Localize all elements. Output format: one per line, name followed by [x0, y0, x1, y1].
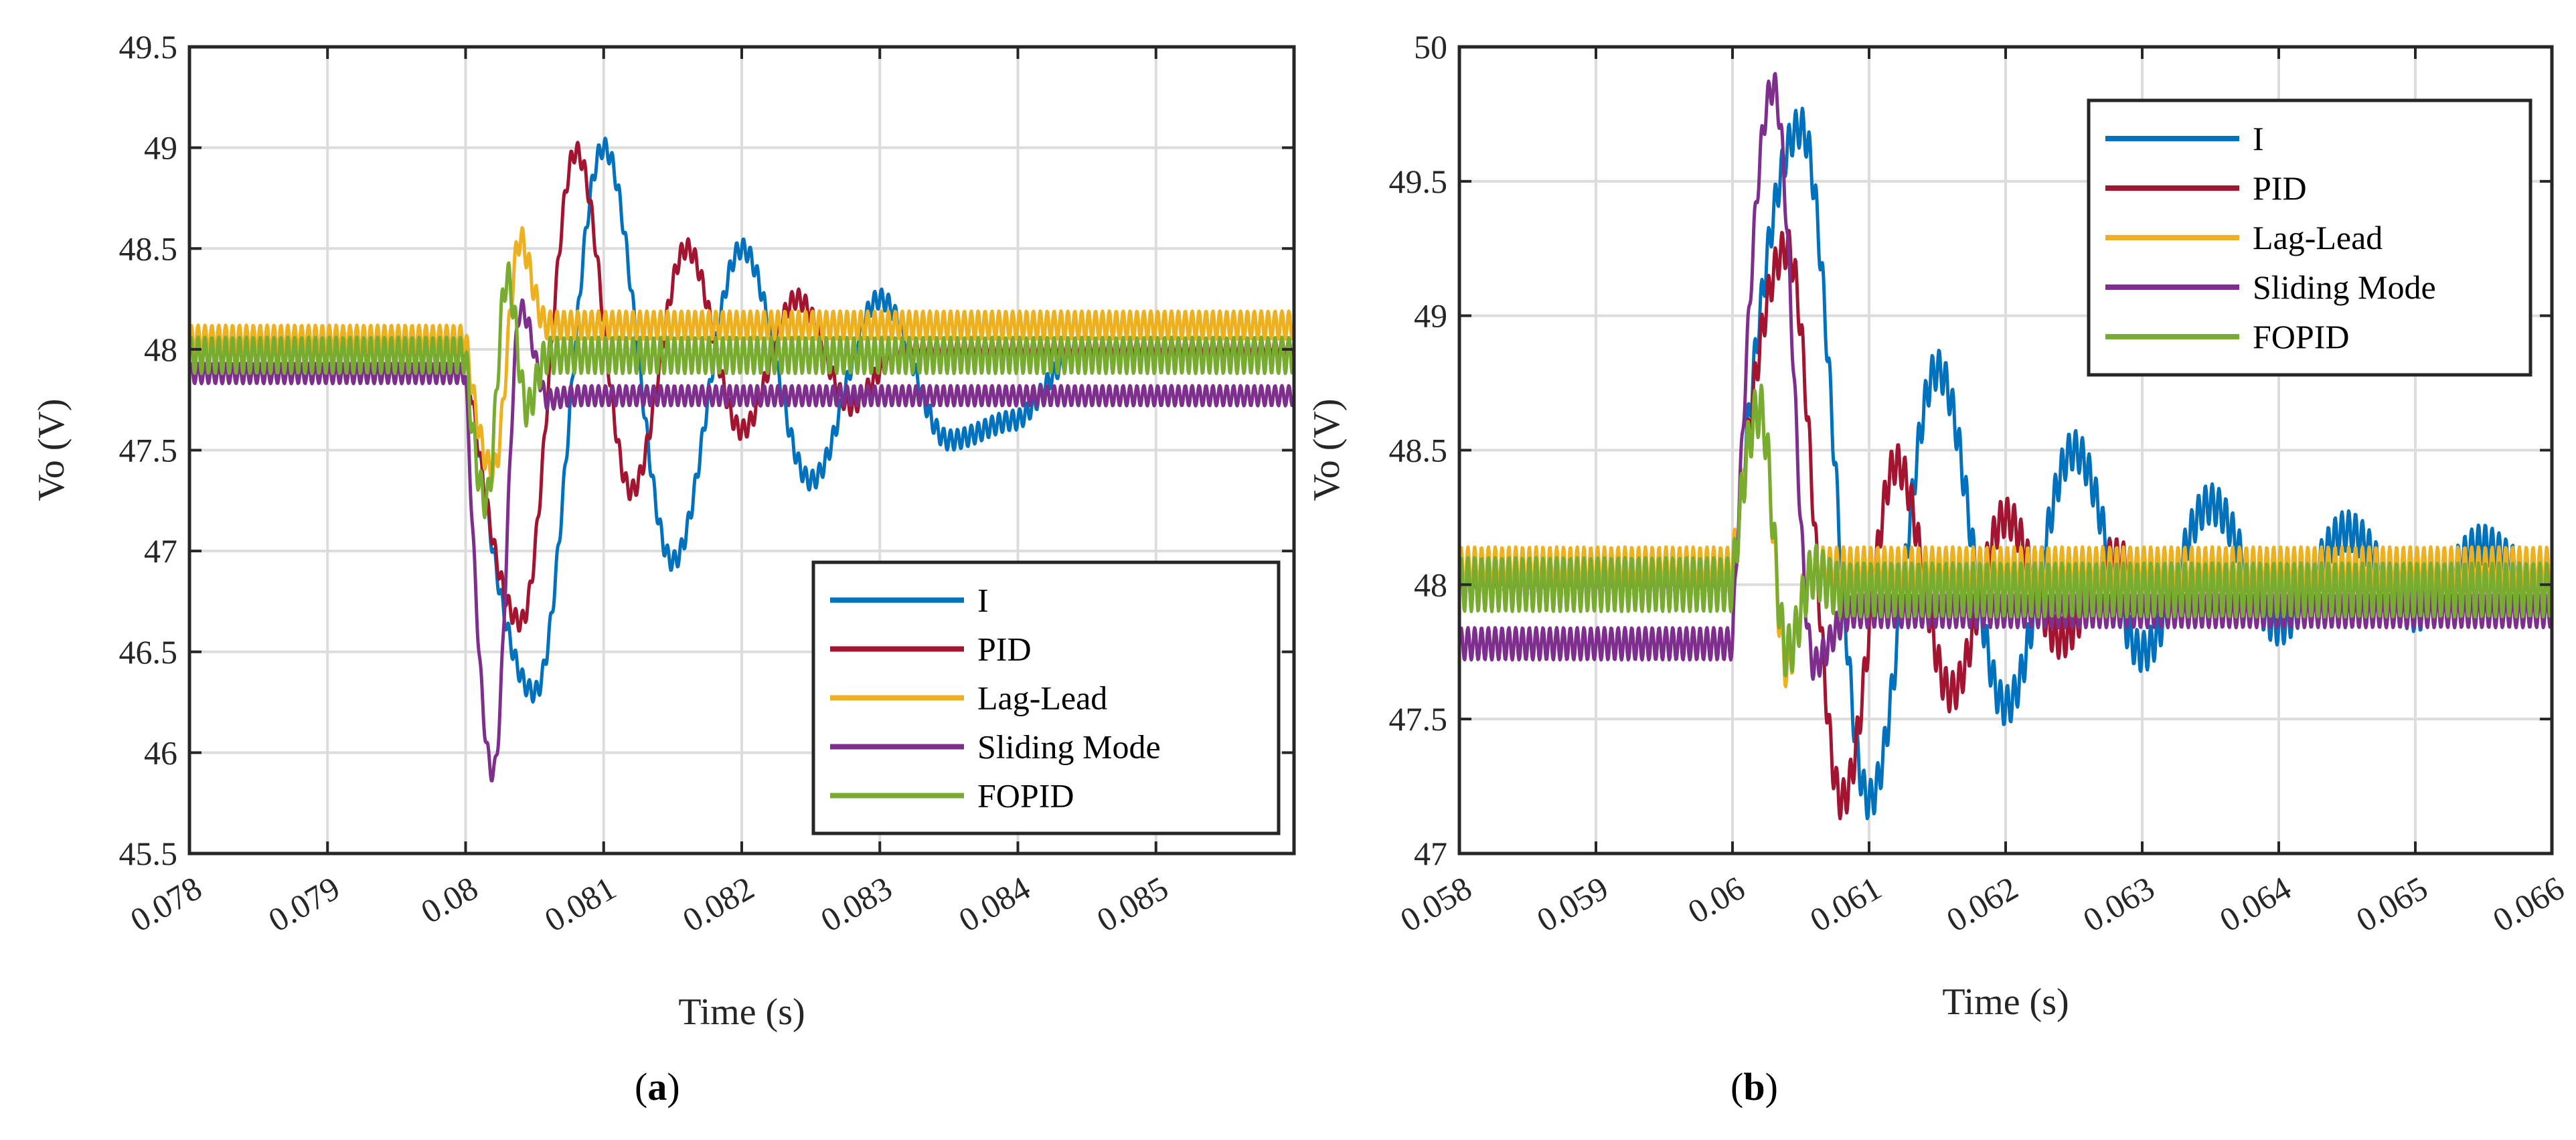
chart-a-legend: I PID Lag-Lead Sliding Mode FOPID [811, 560, 1281, 835]
chart-a-xlabel: Time (s) [678, 991, 805, 1033]
y-tick-label: 48.5 [1389, 432, 1448, 469]
x-tick-label: 0.078 [124, 869, 208, 939]
legend-label-sliding-mode: Sliding Mode [2253, 268, 2436, 306]
y-tick-label: 46 [144, 734, 177, 771]
y-tick-label: 50 [1414, 28, 1447, 66]
legend-label-sliding-mode: Sliding Mode [977, 728, 1161, 766]
legend-label-pid: PID [2253, 169, 2307, 207]
legend-label-fopid: FOPID [977, 777, 1074, 815]
x-tick-label: 0.065 [2350, 869, 2433, 939]
legend-label-lag-lead: Lag-Lead [977, 679, 1107, 717]
legend-label-fopid: FOPID [2253, 318, 2349, 355]
x-tick-label: 0.062 [1940, 869, 2024, 939]
x-tick-label: 0.066 [2486, 869, 2570, 939]
series-fopid [187, 261, 1296, 519]
y-tick-label: 45.5 [119, 835, 178, 872]
x-tick-label: 0.085 [1091, 869, 1174, 939]
x-tick-label: 0.08 [414, 869, 484, 930]
x-tick-label: 0.079 [262, 869, 345, 939]
y-tick-label: 48 [144, 331, 177, 368]
x-tick-label: 0.061 [1803, 869, 1887, 939]
panel-label-b: (b) [1730, 1065, 1778, 1109]
panel-label-a: (a) [635, 1065, 680, 1109]
series-fopid [1457, 384, 2554, 677]
y-tick-label: 49.5 [1389, 163, 1448, 200]
x-tick-label: 0.084 [953, 869, 1036, 939]
chart-b-series [1457, 72, 2554, 821]
chart-b-xlabel: Time (s) [1942, 981, 2069, 1023]
x-tick-label: 0.059 [1530, 869, 1614, 939]
legend-label-i: I [2253, 120, 2264, 157]
y-tick-label: 47 [144, 532, 177, 570]
y-tick-label: 47.5 [1389, 700, 1448, 738]
x-tick-label: 0.063 [2077, 869, 2160, 939]
chart-a-series [187, 137, 1296, 783]
chart-a-ylabel: Vo (V) [31, 399, 72, 501]
x-tick-label: 0.082 [676, 869, 760, 939]
chart-b-ylabel: Vo (V) [1306, 399, 1348, 501]
legend-label-lag-lead: Lag-Lead [2253, 219, 2383, 256]
series-sliding-mode [187, 298, 1296, 783]
legend-label-pid: PID [977, 631, 1032, 668]
chart-b-legend: I PID Lag-Lead Sliding Mode FOPID [2087, 98, 2532, 377]
y-tick-label: 49 [144, 129, 177, 167]
y-tick-label: 49 [1414, 297, 1447, 335]
x-tick-label: 0.06 [1682, 869, 1751, 930]
y-tick-label: 47.5 [119, 432, 178, 469]
chart-a: 0.078 0.079 0.08 0.081 0.082 0.083 0.084 0.085 4… [31, 28, 1296, 1033]
chart-b: 0.058 0.059 0.06 0.061 0.062 0.063 0.064 0.065 0… [1306, 28, 2571, 1023]
x-tick-label: 0.064 [2213, 869, 2297, 939]
y-tick-label: 47 [1414, 835, 1447, 872]
y-tick-label: 46.5 [119, 633, 178, 671]
y-tick-label: 48 [1414, 566, 1447, 603]
x-tick-label: 0.058 [1394, 869, 1477, 939]
x-tick-label: 0.083 [814, 869, 898, 939]
y-tick-label: 48.5 [119, 230, 178, 267]
y-tick-label: 49.5 [119, 28, 178, 66]
x-tick-label: 0.081 [538, 869, 622, 939]
legend-label-i: I [977, 582, 989, 619]
